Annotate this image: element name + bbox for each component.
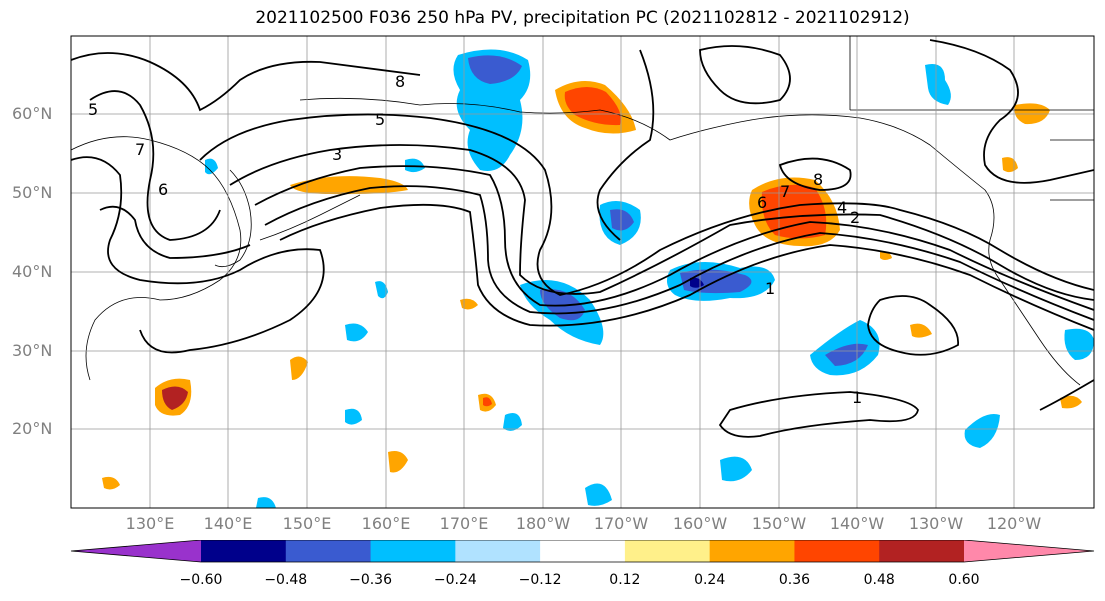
colorbar-tick-label: 0.12 xyxy=(609,572,641,588)
colorbar-segment xyxy=(624,540,711,562)
colorbar-tick-label: −0.36 xyxy=(349,572,392,588)
colorbar-tick-label: 0.36 xyxy=(778,572,811,588)
colorbar-extend-high xyxy=(964,540,1094,562)
svg-text:4: 4 xyxy=(837,198,847,217)
colorbar-tick-label: −0.60 xyxy=(179,572,223,588)
colorbar-segment xyxy=(709,540,795,562)
svg-text:1: 1 xyxy=(765,279,775,298)
svg-text:3: 3 xyxy=(332,145,342,164)
colorbar-segment xyxy=(285,540,372,562)
svg-text:7: 7 xyxy=(780,182,790,201)
lon-label: 180°W xyxy=(515,514,571,533)
lon-label: 130°W xyxy=(908,514,964,533)
pv-contours xyxy=(71,39,1094,438)
lon-label: 120°W xyxy=(986,514,1042,533)
map-panel: 3 2 4 5 6 7 8 1 8 6 7 5 1 xyxy=(70,35,1095,509)
lat-label: 20°N xyxy=(12,419,53,438)
svg-text:6: 6 xyxy=(158,180,168,199)
lon-label: 170°E xyxy=(439,514,489,533)
lon-label: 140°E xyxy=(203,514,253,533)
colorbar-tick-label: 0.24 xyxy=(694,572,726,588)
lon-label: 150°W xyxy=(751,514,807,533)
colorbar-extend-low xyxy=(71,540,201,562)
lat-label: 50°N xyxy=(12,183,53,202)
colorbar-segment xyxy=(370,540,456,562)
lon-label: 160°W xyxy=(672,514,728,533)
colorbar-segment xyxy=(201,540,287,562)
lon-label: 160°E xyxy=(361,514,411,533)
lon-label: 150°E xyxy=(282,514,332,533)
svg-text:5: 5 xyxy=(88,100,98,119)
colorbar-outline xyxy=(70,540,1095,563)
colorbar-segment xyxy=(879,540,965,562)
svg-text:8: 8 xyxy=(813,170,823,189)
lat-label: 40°N xyxy=(12,262,53,281)
colorbar-segment xyxy=(794,540,880,562)
lon-label: 130°E xyxy=(125,514,175,533)
svg-text:7: 7 xyxy=(135,140,145,159)
lat-label: 30°N xyxy=(12,341,53,360)
lon-label: 140°W xyxy=(829,514,885,533)
colorbar-segment xyxy=(540,540,626,562)
svg-text:1: 1 xyxy=(852,388,862,407)
colorbar xyxy=(70,540,1095,563)
lon-label: 170°W xyxy=(593,514,649,533)
colorbar-tick-label: −0.48 xyxy=(264,572,308,588)
svg-text:2: 2 xyxy=(850,208,860,227)
colorbar-tick-label: 0.60 xyxy=(948,572,980,588)
svg-text:8: 8 xyxy=(395,72,405,91)
svg-text:5: 5 xyxy=(375,110,385,129)
graticule xyxy=(71,36,1094,508)
colorbar-tick-label: 0.48 xyxy=(863,572,895,588)
colorbar-tick-label: −0.24 xyxy=(433,572,477,588)
map-title: 2021102500 F036 250 hPa PV, precipitatio… xyxy=(255,8,910,28)
colorbar-tick-label: −0.12 xyxy=(518,572,562,588)
colorbar-segment xyxy=(455,540,541,562)
pv-contour-labels: 3 2 4 5 6 7 8 1 8 6 7 5 1 xyxy=(88,72,862,407)
svg-text:6: 6 xyxy=(757,193,767,212)
lat-label: 60°N xyxy=(12,104,53,123)
